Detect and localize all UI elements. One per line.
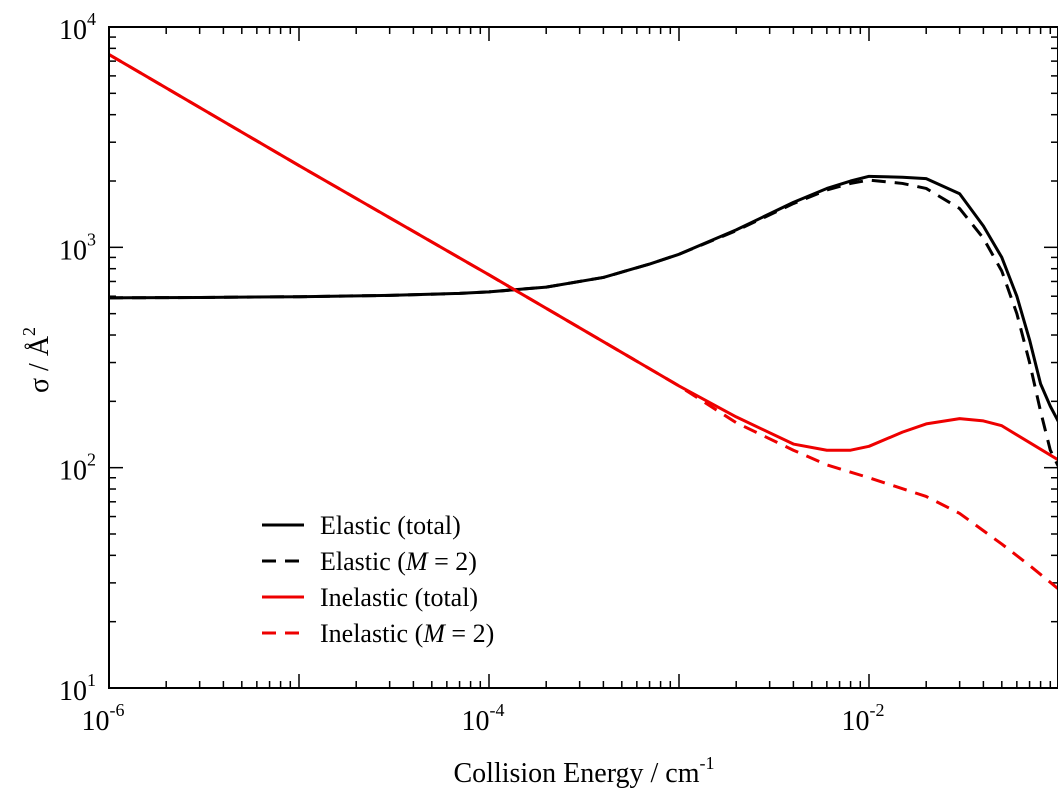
series-group: [109, 53, 1058, 591]
series-line-4: [109, 53, 1058, 591]
y-tick-label: 102: [59, 450, 96, 487]
series-line-2: [109, 178, 1058, 469]
legend-label: Inelastic (total): [320, 583, 478, 612]
plot-frame: [108, 26, 1058, 689]
x-tick-label: 10-4: [462, 700, 505, 737]
y-axis-title-text: σ / Å: [24, 335, 55, 393]
x-axis-title-sup: -1: [700, 753, 715, 773]
y-tick-label: 104: [59, 9, 96, 46]
legend-label: Elastic (total): [320, 511, 461, 540]
series-line-3: [109, 53, 1058, 462]
tick-labels: 10-6 10-4 10-2 101 102 103 104: [59, 9, 885, 737]
legend: Elastic (total) Elastic (M = 2) Inelastic …: [262, 511, 494, 648]
x-axis-title: Collision Energy / cm-1: [453, 753, 714, 789]
y-axis-title-sup: 2: [19, 327, 39, 336]
legend-label: Elastic (M = 2): [320, 547, 477, 576]
axis-ticks: [108, 26, 1058, 689]
y-tick-label: 103: [59, 229, 96, 266]
x-tick-label: 10-2: [842, 700, 885, 737]
x-tick-label: 10-6: [82, 700, 125, 737]
x-axis-title-text: Collision Energy / cm: [453, 758, 699, 789]
legend-label: Inelastic (M = 2): [320, 619, 494, 648]
y-axis-title: σ / Å2: [19, 327, 55, 393]
y-tick-label: 101: [59, 670, 96, 707]
